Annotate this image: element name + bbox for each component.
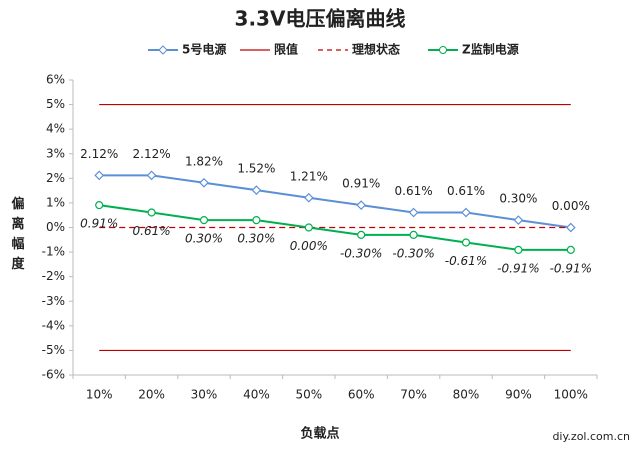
point (199, 216, 209, 225)
point (146, 170, 157, 181)
x-tick-label: 80% (453, 388, 480, 402)
y-tick-label: 1% (46, 195, 65, 209)
data-label: 0.61% (395, 184, 433, 198)
data-label: 2.12% (80, 147, 118, 161)
x-tick-label: 90% (505, 388, 532, 402)
data-label: 0.00% (552, 199, 590, 213)
chart-title: 3.3V电压偏离曲线 (235, 7, 406, 31)
y-tick-label: 2% (46, 171, 65, 185)
point (461, 238, 471, 247)
data-label: 1.52% (237, 162, 275, 176)
point (513, 215, 524, 225)
point (461, 207, 471, 218)
y-tick-label: -5% (42, 343, 65, 357)
y-tick-label: 5% (46, 97, 65, 111)
y-tick-label: 3% (46, 146, 65, 160)
x-tick-label: 60% (348, 388, 375, 402)
legend-label: 理想状态 (352, 42, 400, 57)
y-tick-label: -3% (42, 294, 65, 308)
data-label: 0.30% (499, 192, 537, 206)
legend-marker (158, 45, 168, 55)
legend-label: 限值 (274, 42, 298, 57)
point (514, 245, 523, 254)
data-label: -0.91% (550, 261, 592, 275)
data-label: 0.61% (133, 224, 171, 238)
point (303, 192, 314, 203)
series-line (99, 204, 571, 251)
point (357, 230, 366, 239)
x-tick-label: 70% (400, 388, 427, 402)
data-label: 0.00% (290, 239, 328, 253)
point (94, 170, 105, 181)
y-tick-label: -2% (42, 269, 65, 283)
data-label: 1.21% (290, 169, 328, 183)
y-tick-label: 6% (46, 73, 65, 87)
x-tick-label: 40% (243, 388, 270, 402)
y-tick-label: -1% (42, 245, 65, 259)
x-tick-label: 10% (86, 388, 113, 402)
data-label: 2.12% (133, 147, 171, 161)
data-label: -0.91% (497, 261, 539, 275)
point (147, 208, 156, 217)
y-tick-label: -6% (42, 368, 65, 382)
data-label: 0.30% (237, 232, 275, 246)
point (565, 222, 576, 233)
legend-label: Z监制电源 (462, 42, 519, 57)
y-tick-label: 4% (46, 122, 65, 136)
data-label: -0.30% (392, 246, 434, 260)
point (199, 177, 209, 188)
x-axis-title: 负载点 (300, 426, 339, 442)
point (252, 216, 261, 225)
data-label: 0.91% (342, 177, 380, 191)
x-tick-label: 50% (295, 388, 322, 402)
point (408, 207, 419, 218)
legend-label: 5号电源 (182, 42, 226, 57)
point (95, 201, 104, 210)
x-tick-label: 30% (191, 388, 218, 402)
y-tick-label: -4% (42, 318, 65, 332)
point (304, 223, 313, 232)
point (566, 245, 575, 254)
point (251, 185, 262, 195)
watermark: diy.zol.com.cn (552, 430, 630, 443)
data-label: 0.61% (447, 184, 485, 198)
point (409, 230, 418, 239)
data-label: -0.61% (445, 254, 487, 268)
y-tick-label: 0% (46, 220, 65, 234)
y-axis-title: 偏离幅度 (11, 196, 25, 272)
data-label: -0.30% (340, 246, 382, 260)
data-label: 0.91% (80, 217, 118, 231)
x-tick-label: 100% (554, 388, 588, 402)
point (356, 200, 367, 210)
legend-marker (439, 46, 447, 54)
data-label: 1.82% (185, 154, 223, 168)
series-line (99, 174, 571, 229)
data-label: 0.30% (185, 232, 223, 246)
x-tick-label: 20% (138, 388, 165, 402)
